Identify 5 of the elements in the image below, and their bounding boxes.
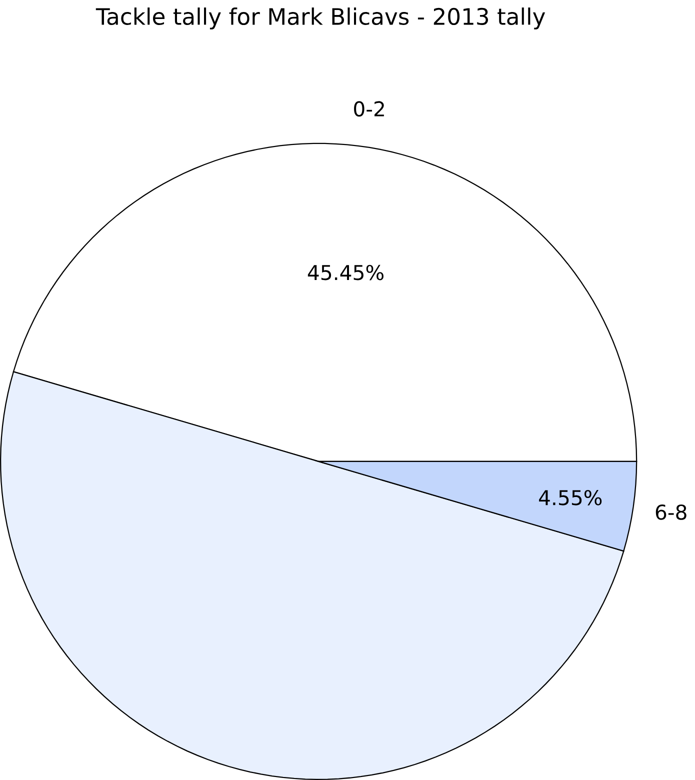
slice-label: 6-8	[656, 504, 686, 520]
data-label: 4.55%	[538, 490, 602, 506]
slice-label: 0-2	[354, 101, 384, 117]
data-label: 45.45%	[308, 264, 384, 280]
chart-title: Tackle tally for Mark Blicavs - 2013 tally	[96, 7, 545, 30]
